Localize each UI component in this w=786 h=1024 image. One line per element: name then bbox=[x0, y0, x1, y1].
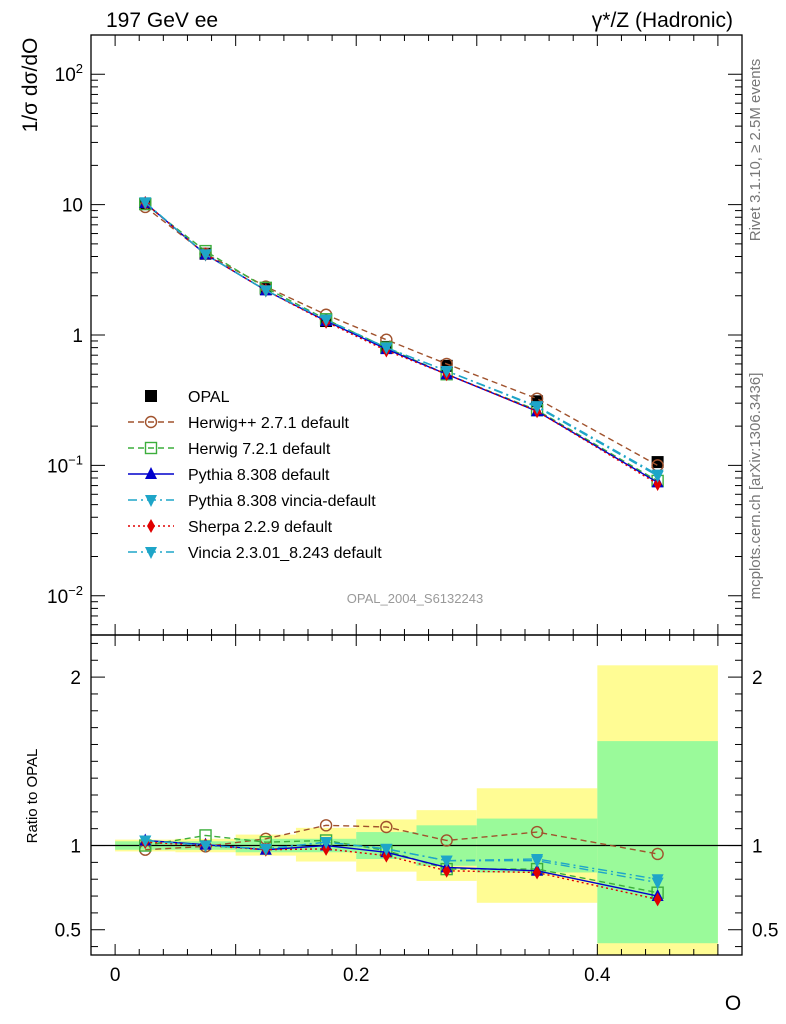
y-tick-label: 10−1 bbox=[47, 452, 83, 477]
ratio-data-point bbox=[380, 843, 393, 856]
main-data-point bbox=[199, 249, 212, 262]
main-data-point bbox=[259, 285, 272, 298]
legend-label: Vincia 2.3.01_8.243 default bbox=[188, 545, 382, 562]
main-data-point bbox=[440, 365, 453, 378]
y-tick-label: 10−2 bbox=[47, 583, 83, 608]
ratio-error-bands bbox=[91, 665, 742, 955]
ratio-data-point bbox=[531, 855, 544, 868]
main-series-line bbox=[144, 202, 658, 485]
ratio-data-point bbox=[530, 825, 544, 839]
analysis-id-label: OPAL_2004_S6132243 bbox=[347, 591, 483, 606]
ratio-y-axis-label: Ratio to OPAL bbox=[24, 749, 41, 844]
ratio-data-point bbox=[139, 835, 152, 848]
axes-frames: 0 0.2 0.4 10−2 10−1 1 10 102 0.5 0.5 1 1 2 2 bbox=[47, 34, 778, 986]
ratio-data-point bbox=[259, 843, 272, 856]
ratio-data-point bbox=[320, 837, 333, 850]
y-tick-label: 10 bbox=[62, 196, 83, 217]
inner-band-7 bbox=[597, 741, 718, 944]
main-y-axis-label: 1/σ dσ/dO bbox=[19, 38, 42, 133]
main-data-point bbox=[139, 197, 152, 210]
legend-label: Herwig 7.2.1 default bbox=[188, 441, 331, 458]
data-series bbox=[139, 195, 664, 907]
ratio-data-point bbox=[440, 834, 453, 847]
ratio-y-tick-label-right: 0.5 bbox=[752, 921, 778, 942]
x-tick-label: 0 bbox=[110, 965, 121, 986]
ratio-y-tick-label-right: 1 bbox=[752, 837, 763, 858]
main-data-point bbox=[380, 342, 393, 355]
ratio-series-line bbox=[145, 839, 658, 884]
legend-label: Pythia 8.308 default bbox=[188, 467, 330, 484]
legend-marker bbox=[145, 390, 157, 402]
ratio-y-tick-label: 2 bbox=[70, 668, 81, 689]
ratio-data-point bbox=[380, 820, 393, 834]
legend-label: OPAL bbox=[188, 389, 230, 406]
main-series-6 bbox=[139, 197, 664, 483]
ratio-series-5 bbox=[139, 835, 664, 890]
ratio-data-point bbox=[651, 847, 664, 861]
ratio-data-point bbox=[199, 840, 212, 853]
ratio-data-point bbox=[653, 892, 662, 907]
ratio-y-tick-label-right: 2 bbox=[752, 668, 763, 689]
legend-marker bbox=[145, 467, 157, 479]
legend-entry-2: Herwig 7.2.1 default bbox=[128, 441, 331, 458]
legend-entry-6: Vincia 2.3.01_8.243 default bbox=[128, 545, 382, 562]
main-data-point bbox=[653, 476, 662, 491]
ratio-data-point bbox=[440, 855, 453, 868]
legend-entry-3: Pythia 8.308 default bbox=[128, 467, 330, 484]
legend-entry-0: OPAL bbox=[145, 389, 230, 406]
legend-marker bbox=[144, 415, 158, 429]
rivet-version-label: Rivet 3.1.10, ≥ 2.5M events bbox=[747, 59, 764, 242]
ratio-y-tick-label: 0.5 bbox=[55, 921, 81, 942]
main-data-point bbox=[531, 402, 544, 415]
main-data-point bbox=[320, 314, 333, 327]
ratio-data-point bbox=[442, 863, 451, 878]
legend-entry-1: Herwig++ 2.7.1 default bbox=[128, 415, 350, 432]
main-series-line bbox=[144, 201, 658, 476]
header-left-title: 197 GeV ee bbox=[106, 9, 218, 32]
header-right-title: γ*/Z (Hadronic) bbox=[592, 9, 733, 32]
legend-label: Pythia 8.308 vincia-default bbox=[188, 493, 376, 510]
y-tick-label: 1 bbox=[72, 326, 83, 347]
legend-entry-4: Pythia 8.308 vincia-default bbox=[128, 493, 376, 510]
legend-label: Sherpa 2.2.9 default bbox=[188, 519, 333, 536]
legend-entry-5: Sherpa 2.2.9 default bbox=[128, 519, 333, 536]
main-series-line bbox=[144, 201, 658, 477]
main-data-point bbox=[651, 470, 664, 483]
legend-label: Herwig++ 2.7.1 default bbox=[188, 415, 350, 432]
legend: OPAL Herwig++ 2.7.1 default Herwig 7.2.1 d… bbox=[128, 389, 382, 562]
y-tick-label: 102 bbox=[55, 61, 83, 86]
legend-marker bbox=[145, 547, 157, 559]
ratio-y-tick-label: 1 bbox=[70, 837, 81, 858]
main-data-point bbox=[651, 456, 664, 469]
legend-marker bbox=[144, 441, 158, 455]
main-series-line bbox=[144, 206, 658, 466]
x-tick-label: 0.2 bbox=[343, 965, 369, 986]
ratio-data-point bbox=[319, 819, 333, 832]
ratio-data-point bbox=[651, 877, 664, 890]
legend-marker bbox=[145, 495, 157, 507]
main-series-line bbox=[144, 203, 658, 482]
source-label: mcplots.cern.ch [arXiv:1306.3436] bbox=[747, 373, 764, 600]
x-tick-label: 0.4 bbox=[584, 965, 611, 986]
legend-marker bbox=[147, 519, 155, 533]
x-axis-label: O bbox=[725, 992, 741, 1015]
ratio-data-point bbox=[533, 865, 542, 880]
